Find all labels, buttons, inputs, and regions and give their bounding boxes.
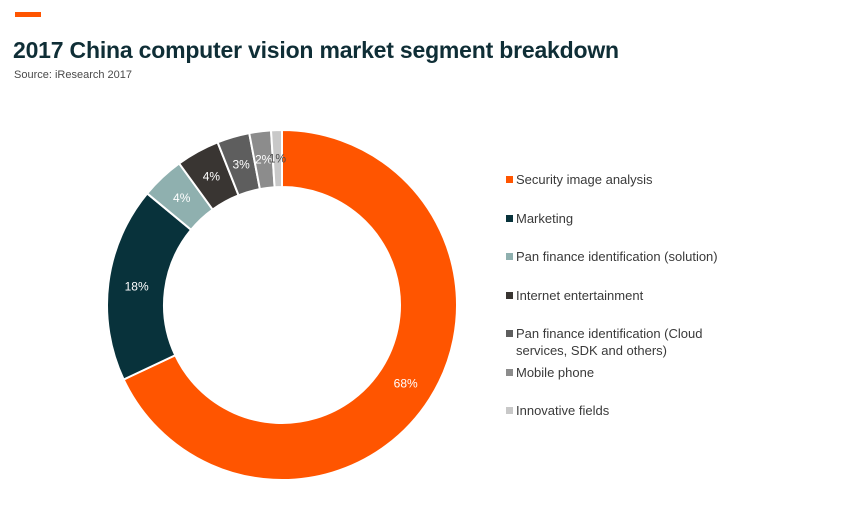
legend-swatch bbox=[506, 369, 513, 376]
donut-slice-1 bbox=[106, 192, 193, 381]
legend-item-6: Innovative fields bbox=[506, 402, 736, 419]
legend-swatch bbox=[506, 176, 513, 183]
legend-label: Pan finance identification (solution) bbox=[516, 249, 718, 264]
legend-item-4: Pan finance identification (Cloud servic… bbox=[506, 325, 736, 359]
slice-label-3: 4% bbox=[203, 170, 221, 184]
donut-slice-0 bbox=[122, 128, 458, 481]
legend-item-0: Security image analysis bbox=[506, 171, 736, 188]
legend-item-1: Marketing bbox=[506, 210, 736, 227]
legend-swatch bbox=[506, 292, 513, 299]
legend-label: Internet entertainment bbox=[516, 288, 644, 303]
legend-item-5: Mobile phone bbox=[506, 364, 736, 381]
chart-source: Source: iResearch 2017 bbox=[14, 69, 133, 81]
legend-label: Pan finance identification (Cloud servic… bbox=[516, 326, 703, 358]
slice-label-6: 1% bbox=[269, 152, 287, 166]
slice-label-5: 2% bbox=[255, 153, 273, 167]
legend-label: Innovative fields bbox=[516, 403, 610, 418]
slice-label-2: 4% bbox=[173, 191, 191, 205]
legend-label: Security image analysis bbox=[516, 172, 653, 187]
accent-bar bbox=[15, 12, 41, 17]
slice-label-1: 18% bbox=[125, 280, 149, 294]
legend-swatch bbox=[506, 253, 513, 260]
legend-item-2: Pan finance identification (solution) bbox=[506, 248, 736, 265]
donut-slice-6 bbox=[269, 128, 283, 189]
slice-label-4: 3% bbox=[232, 157, 250, 171]
chart-title: 2017 China computer vision market segmen… bbox=[13, 37, 619, 63]
legend-swatch bbox=[506, 215, 513, 222]
legend-item-3: Internet entertainment bbox=[506, 287, 736, 304]
legend-label: Mobile phone bbox=[516, 365, 595, 380]
legend-label: Marketing bbox=[516, 211, 574, 226]
legend-swatch bbox=[506, 330, 513, 337]
slice-label-0: 68% bbox=[394, 376, 418, 390]
legend-swatch bbox=[506, 407, 513, 414]
